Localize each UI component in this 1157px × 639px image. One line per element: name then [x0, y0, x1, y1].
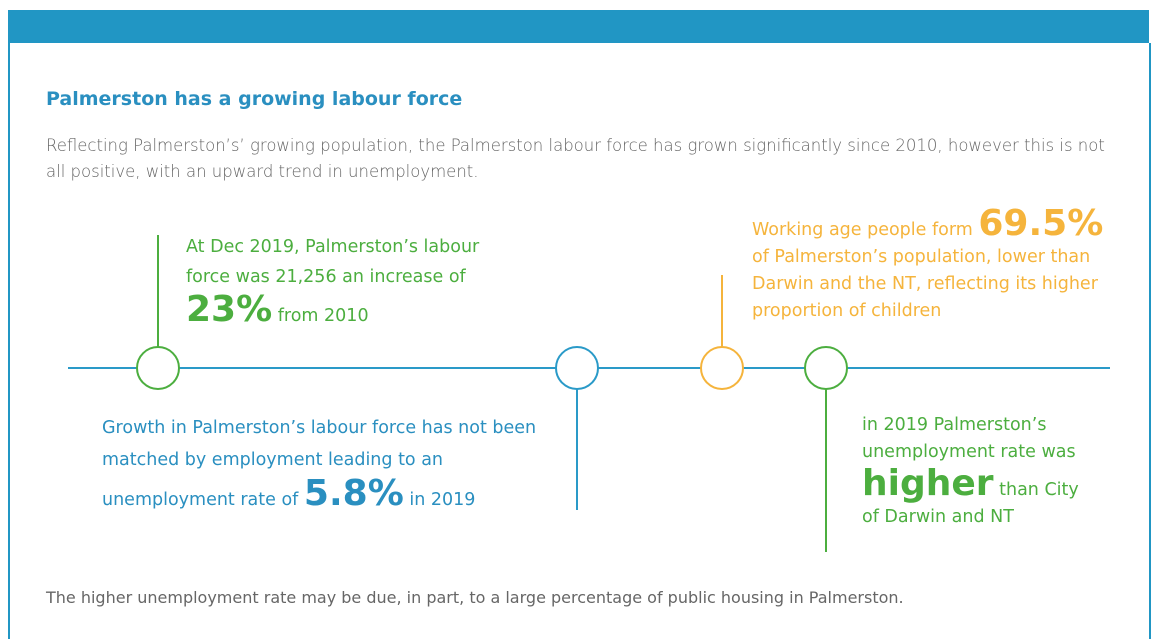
frame — [8, 43, 1151, 639]
callout-highlight: 23% — [186, 289, 273, 330]
callout-text: in 2019 Palmerston’s unemployment rate w… — [862, 415, 1076, 462]
callout-text: than City of Darwin and NT — [862, 480, 1079, 527]
callout: in 2019 Palmerston’s unemployment rate w… — [862, 412, 1092, 531]
callout-text: Growth in Palmerston’s labour force has … — [102, 418, 537, 510]
callout-text: of Palmerston’s population, lower than D… — [752, 247, 1098, 321]
callout: At Dec 2019, Palmerston’s labour force w… — [186, 232, 526, 331]
callout-text: in 2019 — [409, 490, 476, 510]
footer: The higher unemployment rate may be due,… — [46, 588, 904, 607]
node — [555, 346, 599, 390]
callout-text: from 2010 — [277, 306, 369, 326]
callout-highlight: higher — [862, 463, 994, 504]
callout-text: Working age people form — [752, 220, 973, 240]
node — [804, 346, 848, 390]
node — [700, 346, 744, 390]
callout-highlight: 69.5% — [978, 203, 1104, 244]
callout-highlight: 5.8% — [303, 473, 404, 514]
title: Palmerston has a growing labour force — [46, 88, 463, 110]
node — [136, 346, 180, 390]
callout: Working age people form 69.5% of Palmers… — [752, 206, 1137, 325]
callout: Growth in Palmerston’s labour force has … — [102, 412, 552, 516]
intro: Reflecting Palmerston’s’ growing populat… — [46, 136, 1105, 181]
top-bar — [8, 10, 1149, 43]
callout-text: At Dec 2019, Palmerston’s labour force w… — [186, 237, 480, 287]
